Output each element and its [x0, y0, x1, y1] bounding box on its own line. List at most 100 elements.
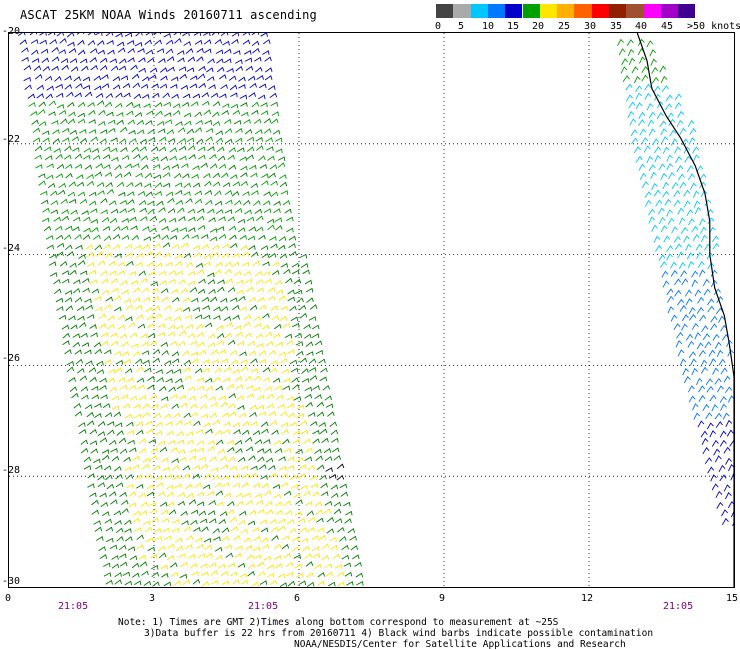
wind-barb	[205, 552, 213, 558]
wind-barb	[159, 83, 168, 89]
wind-barb	[136, 129, 145, 135]
wind-barb	[100, 501, 109, 508]
wind-barb	[99, 129, 108, 135]
wind-barb	[238, 519, 246, 525]
wind-barb	[166, 56, 175, 62]
wind-barb	[160, 572, 169, 578]
wind-barb	[230, 103, 239, 109]
wind-barb	[34, 154, 42, 160]
wind-barb	[198, 510, 207, 516]
wind-barb	[216, 501, 224, 507]
wind-barb	[159, 446, 168, 453]
wind-barb	[699, 314, 707, 322]
wind-barb	[698, 349, 706, 357]
wind-barb	[248, 296, 257, 303]
wind-barb	[149, 340, 157, 346]
wind-barb	[240, 579, 249, 585]
wind-barb	[155, 262, 163, 268]
wind-barb	[160, 75, 168, 81]
wind-barb	[80, 332, 88, 338]
wind-barb	[691, 322, 699, 330]
wind-barb	[314, 394, 322, 399]
wind-barb	[70, 209, 78, 215]
wind-barb	[267, 295, 276, 301]
wind-barb	[100, 394, 108, 400]
wind-barb	[729, 439, 734, 447]
wind-barb	[207, 333, 216, 339]
wind-barb	[283, 268, 291, 275]
wind-barb	[289, 527, 297, 534]
wind-barb	[79, 58, 88, 64]
wind-barb	[91, 288, 100, 294]
wind-barb	[282, 200, 291, 206]
wind-barb	[170, 447, 178, 453]
wind-barb	[231, 261, 240, 267]
wind-barb	[192, 165, 200, 171]
wind-barb	[670, 314, 678, 322]
wind-barb	[133, 103, 141, 109]
wind-barb	[205, 385, 214, 392]
wind-barb	[171, 163, 180, 169]
wind-barb	[666, 154, 673, 162]
lat-label: -20	[2, 26, 21, 37]
wind-barb	[224, 261, 232, 267]
wind-barb	[61, 324, 70, 330]
wind-barb	[253, 554, 262, 560]
wind-barb	[184, 420, 192, 426]
wind-barb	[142, 463, 150, 470]
wind-barb	[38, 180, 46, 186]
wind-barb	[240, 465, 249, 471]
wind-barb	[201, 296, 210, 302]
wind-barb	[251, 33, 260, 36]
wind-barb	[149, 67, 158, 73]
wind-barb	[138, 57, 146, 63]
wind-barb	[124, 413, 133, 419]
wind-barb	[221, 109, 229, 115]
wind-barb	[139, 333, 148, 339]
wind-barb	[198, 154, 206, 160]
wind-barb	[54, 76, 62, 82]
wind-barb	[182, 350, 190, 357]
wind-barb	[128, 321, 136, 328]
wind-barb	[198, 278, 206, 284]
wind-barb	[102, 154, 111, 160]
wind-barb	[261, 537, 269, 543]
wind-barb	[199, 394, 208, 399]
wind-barb	[137, 190, 146, 196]
wind-barb	[119, 208, 127, 214]
wind-barb	[97, 475, 105, 481]
wind-barb	[686, 165, 694, 173]
wind-barb	[111, 288, 119, 293]
wind-barb	[316, 464, 325, 470]
wind-barb	[304, 333, 312, 339]
wind-barb	[99, 323, 107, 329]
wind-barb	[234, 376, 243, 382]
wind-barb	[317, 580, 325, 586]
wind-barb	[95, 163, 104, 169]
wind-barb	[188, 554, 196, 559]
wind-barb	[95, 33, 103, 36]
wind-barb	[127, 57, 135, 63]
wind-barb	[145, 119, 153, 126]
wind-barb	[98, 120, 106, 126]
wind-barb	[218, 395, 227, 401]
wind-barb	[97, 431, 106, 437]
wind-barb	[99, 554, 108, 560]
wind-barb	[215, 137, 224, 143]
wind-barb	[149, 554, 158, 559]
wind-barb	[179, 456, 187, 462]
wind-barb	[217, 155, 226, 161]
wind-barb	[90, 279, 98, 285]
wind-barb	[194, 367, 203, 374]
wind-barb	[207, 440, 215, 445]
wind-barb	[134, 41, 143, 47]
wind-barb	[248, 244, 256, 250]
wind-barb	[224, 268, 232, 275]
wind-barb	[277, 403, 285, 409]
wind-barb	[182, 173, 190, 179]
wind-barb	[208, 84, 216, 89]
wind-barb	[687, 340, 695, 348]
wind-barb	[680, 227, 688, 234]
wind-barb	[183, 359, 192, 366]
wind-barb	[169, 340, 178, 346]
